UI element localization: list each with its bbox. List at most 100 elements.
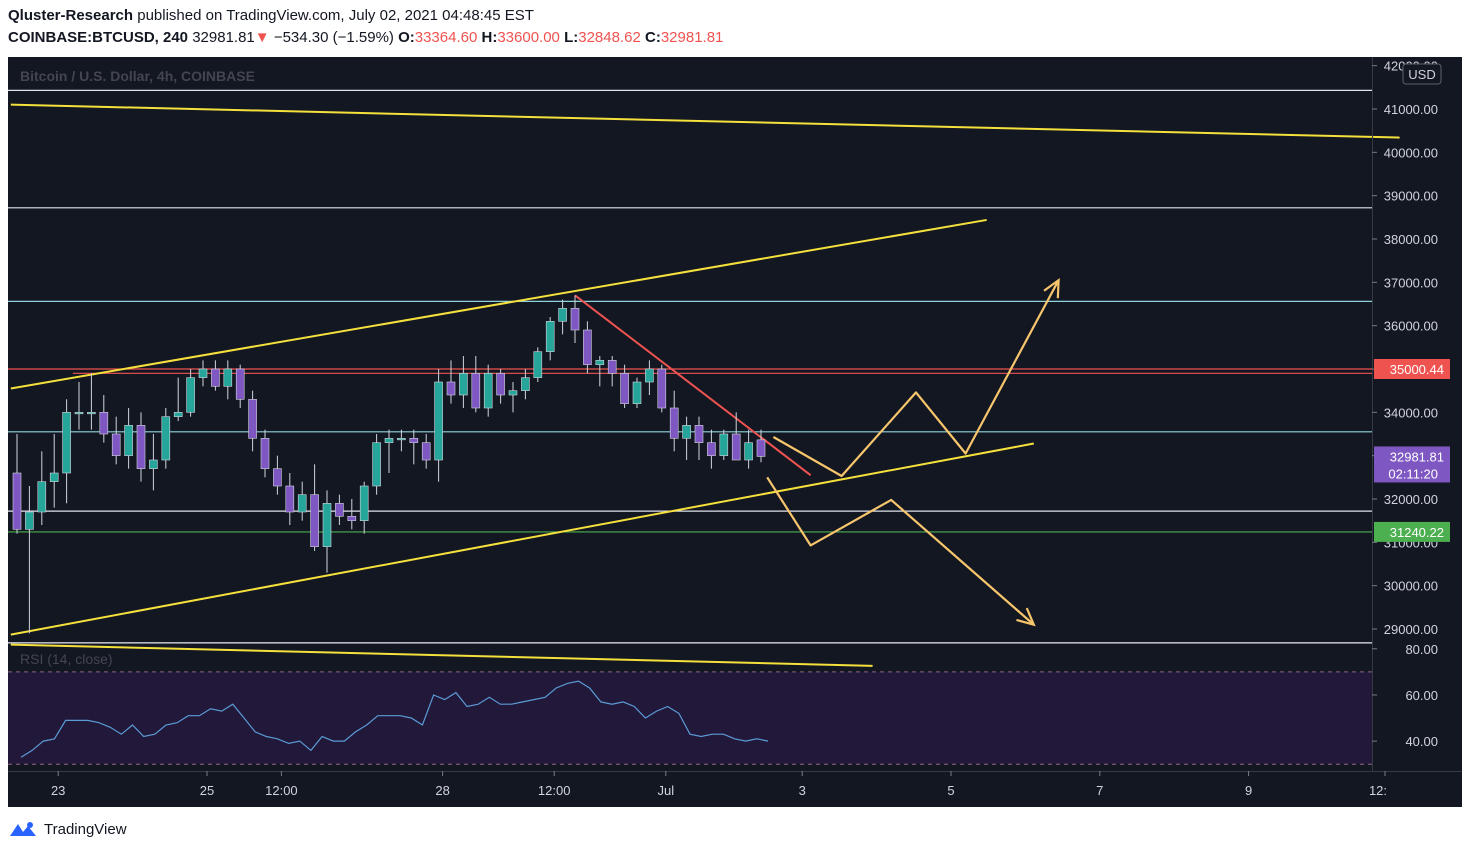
candle[interactable] <box>657 364 667 413</box>
trend-line[interactable] <box>10 218 987 390</box>
candle[interactable] <box>273 455 282 495</box>
candle[interactable] <box>87 373 96 430</box>
chart-area[interactable]: Bitcoin / U.S. Dollar, 4h, COINBASE RSI … <box>8 57 1462 807</box>
candle[interactable] <box>471 356 481 413</box>
candle[interactable] <box>322 490 332 573</box>
candle[interactable] <box>235 364 245 408</box>
candle[interactable] <box>707 429 716 469</box>
countdown-label: 02:11:20 <box>1388 466 1438 481</box>
price-label-tag: 32981.81 02:11:20 <box>1374 446 1450 483</box>
rsi-line[interactable] <box>20 680 769 758</box>
candle[interactable] <box>186 369 195 417</box>
trend-line[interactable] <box>10 643 873 667</box>
candle[interactable] <box>173 377 183 421</box>
candle[interactable] <box>62 399 71 504</box>
trend-line[interactable] <box>10 103 1400 139</box>
bullish-projection-path[interactable] <box>772 277 1060 478</box>
candle[interactable] <box>335 494 344 525</box>
candle[interactable] <box>521 369 530 400</box>
author-name[interactable]: Qluster-Research <box>8 7 134 24</box>
candle[interactable] <box>508 382 518 413</box>
candle-body <box>731 433 741 461</box>
candle[interactable] <box>49 434 59 508</box>
candle[interactable] <box>347 499 357 530</box>
candle-body <box>421 442 431 461</box>
candle[interactable] <box>570 295 580 343</box>
candle[interactable] <box>372 434 381 495</box>
candle[interactable] <box>74 382 84 430</box>
x-tick-label: 25 <box>200 783 214 798</box>
low-value: 32848.62 <box>578 29 641 46</box>
rsi-tick-label: 60.00 <box>1405 688 1438 703</box>
candle-body <box>719 433 729 456</box>
currency-button[interactable]: USD <box>1402 63 1442 85</box>
candle[interactable] <box>607 356 617 387</box>
candle[interactable] <box>223 360 233 400</box>
candle[interactable] <box>37 451 47 525</box>
candle[interactable] <box>260 429 270 478</box>
candle[interactable] <box>731 412 741 461</box>
candle[interactable] <box>310 464 319 551</box>
tradingview-logo-icon[interactable] <box>8 820 38 838</box>
candle-body <box>694 425 704 443</box>
currency-label[interactable]: USD <box>1408 67 1435 82</box>
candle[interactable] <box>558 299 567 335</box>
trend-line[interactable] <box>574 294 812 476</box>
candle[interactable] <box>533 347 543 382</box>
candle[interactable] <box>744 429 753 469</box>
candle[interactable] <box>694 416 704 460</box>
x-tick-label: 12:00 <box>538 783 571 798</box>
candle[interactable] <box>136 412 146 482</box>
candle[interactable] <box>645 360 654 395</box>
candle[interactable] <box>756 429 766 463</box>
candle[interactable] <box>161 408 171 469</box>
price-chart[interactable]: Bitcoin / U.S. Dollar, 4h, COINBASE RSI … <box>8 57 1462 807</box>
tradingview-brand[interactable]: TradingView <box>44 820 127 838</box>
x-tick-label: 12:00 <box>265 783 298 798</box>
price-label-value: 32981.81 <box>1390 449 1444 464</box>
candle[interactable] <box>248 390 257 452</box>
candle[interactable] <box>583 321 592 374</box>
candle[interactable] <box>285 473 295 525</box>
rsi-tick-label: 80.00 <box>1405 642 1438 657</box>
candle[interactable] <box>149 434 158 491</box>
candle[interactable] <box>12 434 22 534</box>
bearish-projection-path[interactable] <box>766 476 1036 627</box>
candle[interactable] <box>669 390 679 452</box>
candle[interactable] <box>545 317 555 361</box>
candle[interactable] <box>359 481 369 534</box>
candle[interactable] <box>459 356 468 408</box>
symbol-label: COINBASE:BTCUSD, 240 <box>8 29 189 46</box>
candle-body <box>297 494 307 513</box>
candle[interactable] <box>397 429 406 452</box>
candle[interactable] <box>111 416 121 465</box>
candle-body <box>62 412 71 474</box>
candle[interactable] <box>446 360 456 404</box>
candle[interactable] <box>682 416 691 460</box>
candle[interactable] <box>25 486 34 634</box>
candle[interactable] <box>719 429 729 460</box>
candle[interactable] <box>211 360 220 391</box>
candle-body <box>161 416 171 461</box>
candle[interactable] <box>483 364 493 417</box>
candle[interactable] <box>434 369 443 482</box>
candle-body <box>669 407 679 439</box>
candle-body <box>49 472 59 482</box>
high-label: H: <box>481 29 498 46</box>
candle[interactable] <box>99 395 109 443</box>
candle[interactable] <box>297 481 307 521</box>
y-tick-label: 38000.00 <box>1384 232 1438 247</box>
candle[interactable] <box>409 429 419 465</box>
candle[interactable] <box>124 408 133 469</box>
candle[interactable] <box>198 360 208 387</box>
candle[interactable] <box>421 434 431 469</box>
candle[interactable] <box>384 429 394 473</box>
candle[interactable] <box>595 356 605 387</box>
candle[interactable] <box>496 369 505 404</box>
candle[interactable] <box>632 377 642 408</box>
candle-body <box>558 308 567 322</box>
candle[interactable] <box>620 364 629 408</box>
candle-body <box>496 373 505 396</box>
trend-line[interactable] <box>10 442 1034 636</box>
candle-body <box>384 438 394 443</box>
